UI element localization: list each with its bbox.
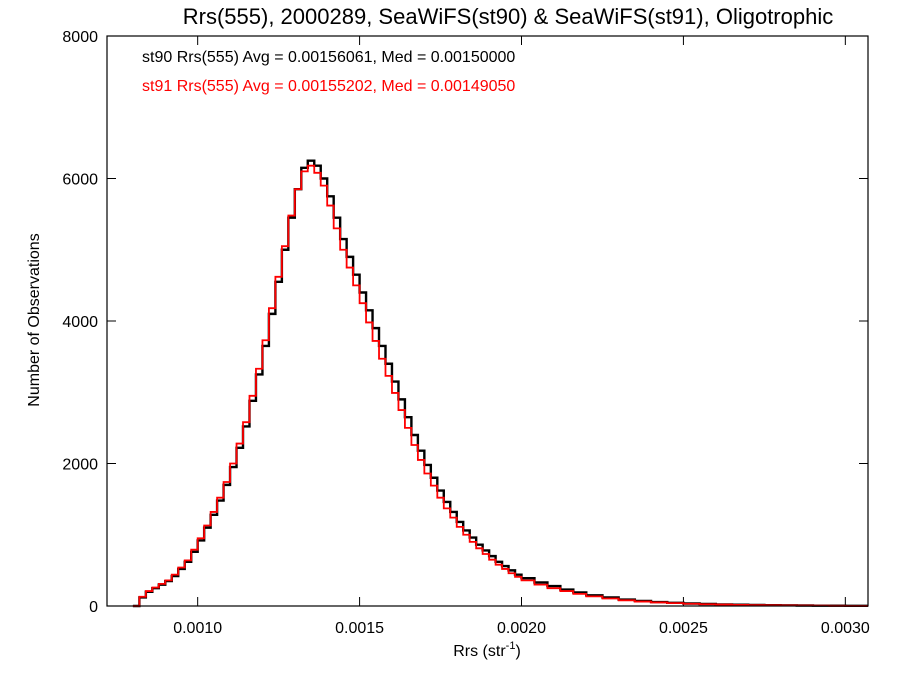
x-axis-label: Rrs (str-1) xyxy=(453,640,521,660)
annotation-st91: st91 Rrs(555) Avg = 0.00155202, Med = 0.… xyxy=(142,78,515,95)
histogram-series xyxy=(132,159,868,608)
x-tick-label: 0.0030 xyxy=(821,620,870,637)
x-axis-label-main: Rrs (str xyxy=(453,643,506,660)
y-tick-label: 6000 xyxy=(62,172,98,189)
x-tick-label: 0.0020 xyxy=(497,620,546,637)
y-axis-label: Number of Observations xyxy=(26,233,43,406)
series-st90-line xyxy=(132,159,868,608)
x-axis-label-sup: -1 xyxy=(506,640,516,652)
axis-ticks xyxy=(107,35,868,607)
x-tick-label: 0.0025 xyxy=(659,620,708,637)
tick-labels: 0.0010 0.0015 0.0020 0.0025 0.0030 0 2000 4000 6… xyxy=(62,29,869,637)
series-st91-line xyxy=(132,164,868,607)
y-tick-label: 4000 xyxy=(62,314,98,331)
x-axis-label-end: ) xyxy=(515,643,520,660)
chart-title: Rrs(555), 2000289, SeaWiFS(st90) & SeaWi… xyxy=(183,4,833,29)
y-tick-label: 8000 xyxy=(62,29,98,46)
annotation-st90: st90 Rrs(555) Avg = 0.00156061, Med = 0.… xyxy=(142,49,515,66)
y-tick-label: 2000 xyxy=(62,457,98,474)
y-tick-label: 0 xyxy=(89,599,98,616)
x-tick-label: 0.0015 xyxy=(335,620,384,637)
plot-frame xyxy=(106,35,869,607)
x-tick-label: 0.0010 xyxy=(173,620,222,637)
